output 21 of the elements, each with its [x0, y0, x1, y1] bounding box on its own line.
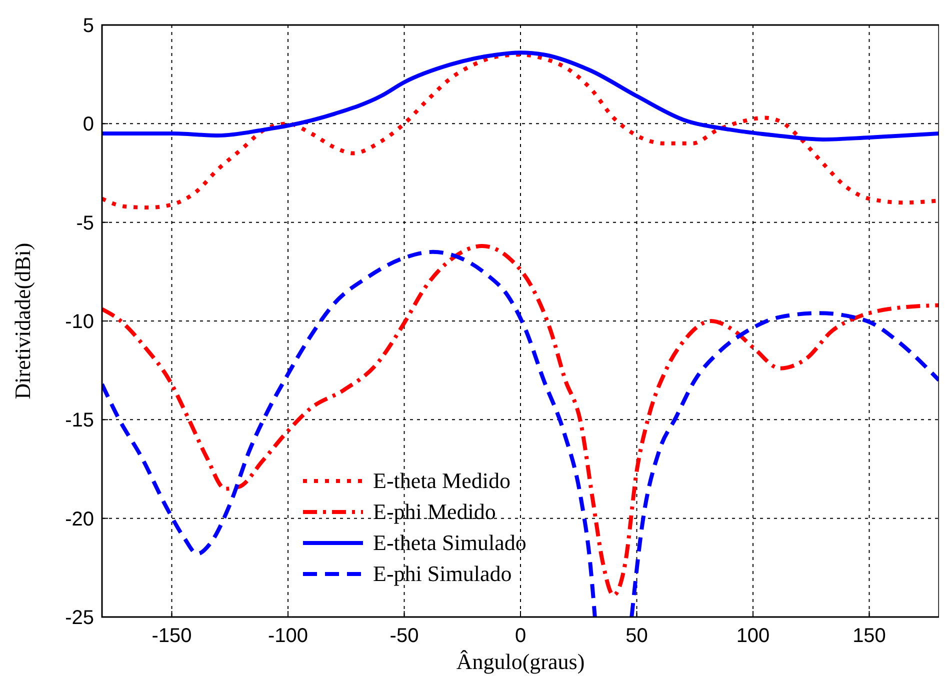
y-tick-label: 5	[82, 15, 94, 37]
legend-label: E-theta Simulado	[373, 530, 526, 555]
x-axis-title: Ângulo(graus)	[456, 649, 585, 674]
legend-label: E-phi Simulado	[373, 561, 512, 586]
x-tick-label: 150	[852, 625, 886, 647]
legend-label: E-phi Medido	[373, 499, 496, 524]
x-tick-label: -50	[390, 625, 419, 647]
y-axis-title: Diretividade(dBi)	[10, 242, 35, 400]
legend-label: E-theta Medido	[373, 468, 510, 493]
line-series	[102, 50, 939, 142]
y-tick-label: -15	[65, 410, 94, 432]
y-tick-label: -10	[65, 311, 94, 333]
x-tick-label: -100	[268, 625, 308, 647]
y-tick-label: -25	[65, 607, 94, 629]
y-tick-label: -20	[65, 508, 94, 530]
x-tick-label: 100	[736, 625, 770, 647]
x-tick-label: 50	[626, 625, 648, 647]
x-tick-label: 0	[514, 625, 526, 647]
y-tick-label: 0	[82, 114, 94, 136]
x-tick-label: -150	[152, 625, 192, 647]
y-tick-label: -5	[76, 212, 94, 234]
